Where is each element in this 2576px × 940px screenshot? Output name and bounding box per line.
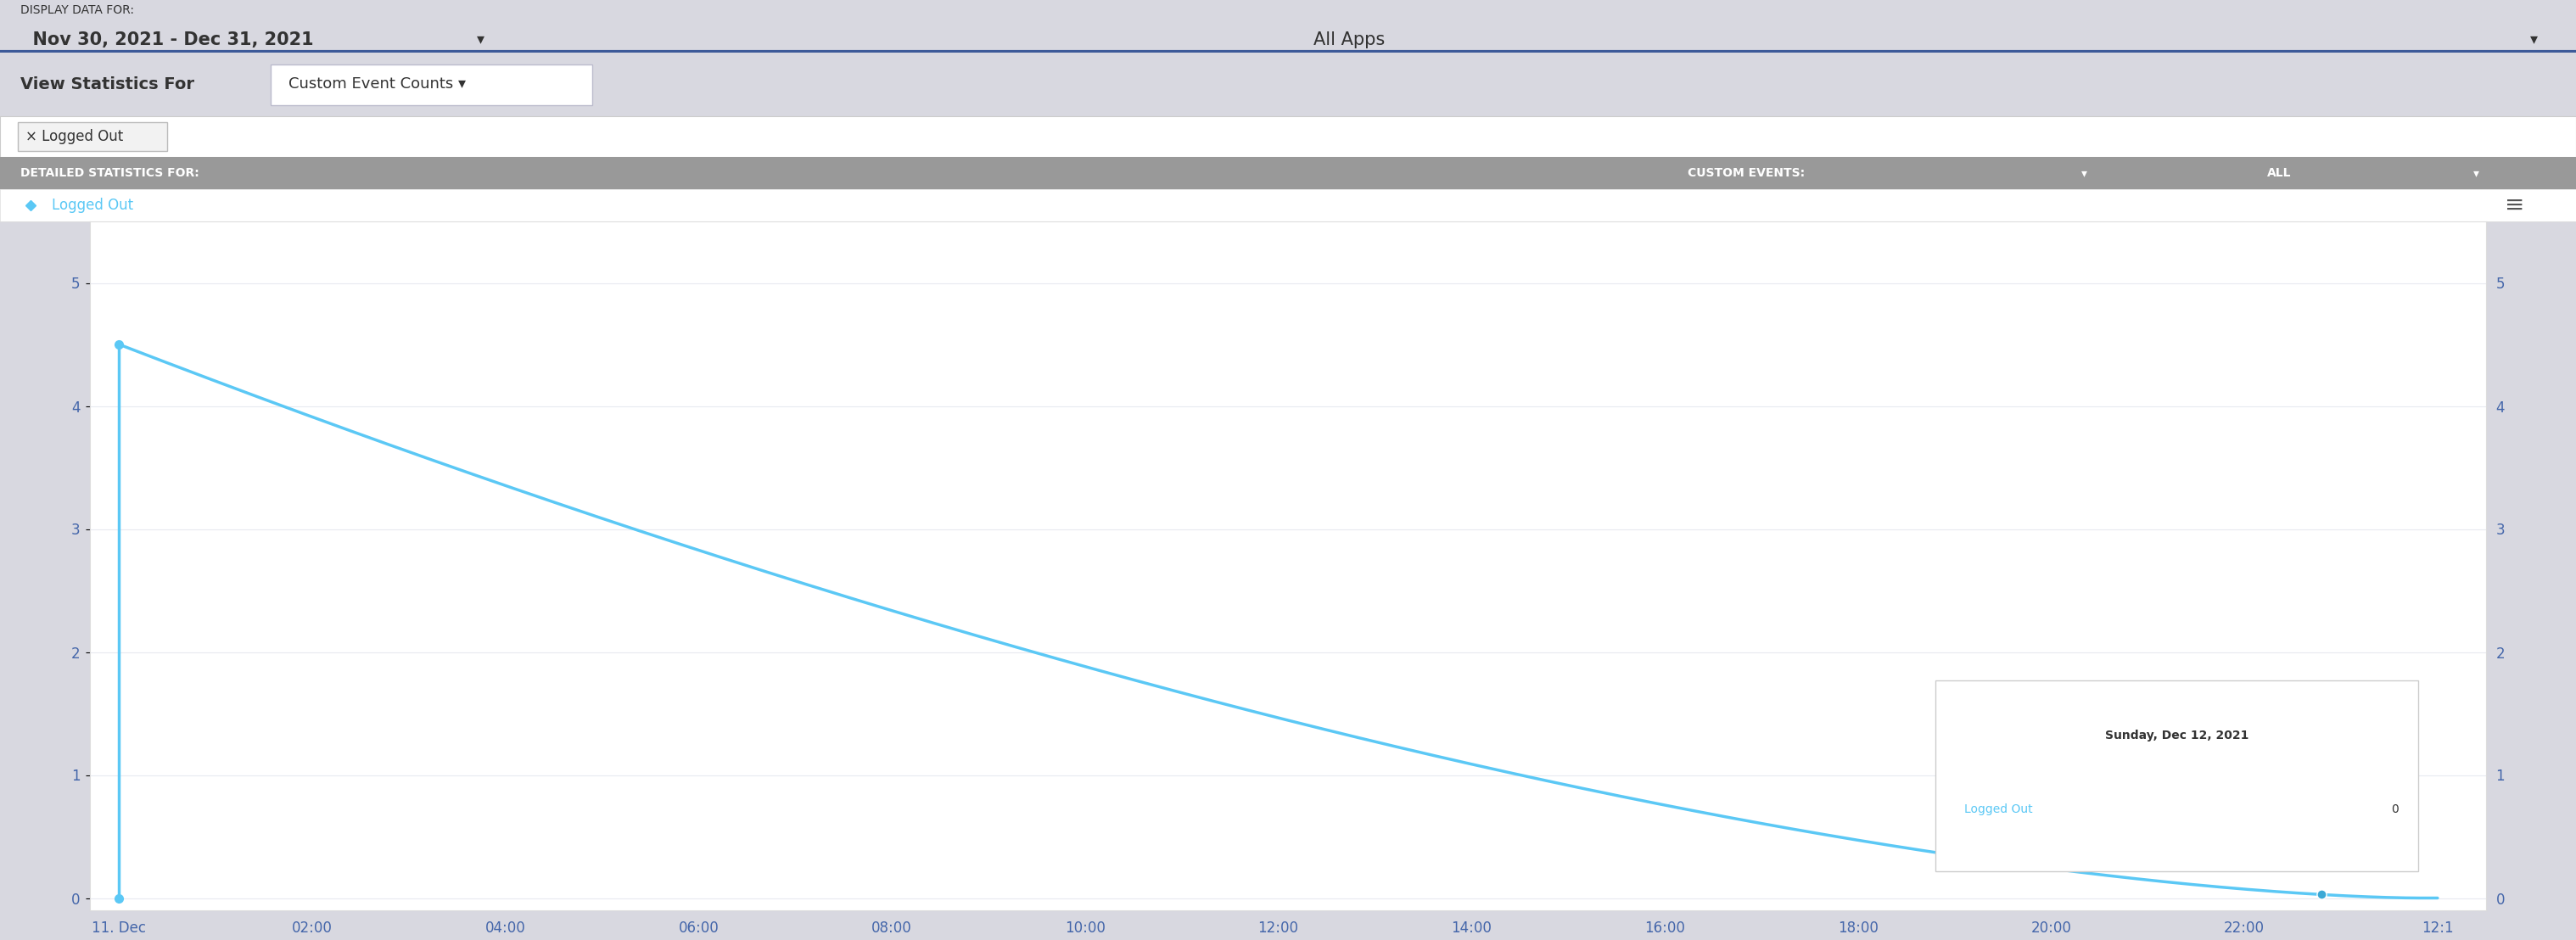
Text: ▾: ▾ bbox=[477, 32, 484, 47]
Text: Custom Event Counts ▾: Custom Event Counts ▾ bbox=[289, 77, 466, 92]
Text: ▾: ▾ bbox=[2081, 167, 2087, 179]
FancyBboxPatch shape bbox=[270, 64, 592, 104]
Text: Nov 30, 2021 - Dec 31, 2021: Nov 30, 2021 - Dec 31, 2021 bbox=[21, 32, 314, 49]
Text: ▾: ▾ bbox=[2530, 32, 2537, 47]
Text: × Logged Out: × Logged Out bbox=[26, 129, 124, 144]
Text: View Statistics For: View Statistics For bbox=[21, 76, 196, 92]
FancyBboxPatch shape bbox=[18, 122, 167, 150]
Text: CUSTOM EVENTS:: CUSTOM EVENTS: bbox=[1687, 167, 1803, 179]
Text: DETAILED STATISTICS FOR:: DETAILED STATISTICS FOR: bbox=[21, 167, 198, 179]
Text: ▾: ▾ bbox=[2473, 167, 2478, 179]
Text: Logged Out: Logged Out bbox=[52, 197, 134, 213]
FancyBboxPatch shape bbox=[1935, 681, 2419, 871]
Text: ≡: ≡ bbox=[2504, 194, 2524, 217]
Text: Sunday, Dec 12, 2021: Sunday, Dec 12, 2021 bbox=[2105, 729, 2249, 742]
Text: Logged Out: Logged Out bbox=[1963, 804, 2032, 815]
Text: ALL: ALL bbox=[2267, 167, 2290, 179]
Text: 0: 0 bbox=[2391, 804, 2398, 815]
Text: All Apps: All Apps bbox=[1314, 32, 1386, 49]
Text: DISPLAY DATA FOR:: DISPLAY DATA FOR: bbox=[21, 4, 134, 16]
